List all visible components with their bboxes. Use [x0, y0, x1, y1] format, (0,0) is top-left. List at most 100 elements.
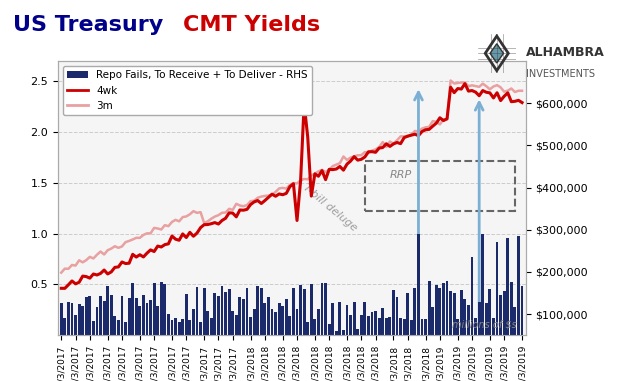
Bar	[88, 296, 91, 356]
Bar	[431, 307, 434, 356]
Bar	[60, 303, 63, 356]
Bar	[399, 319, 402, 356]
Bar	[513, 307, 517, 356]
Bar	[292, 288, 295, 356]
Bar	[135, 298, 138, 356]
Bar	[221, 286, 224, 356]
Bar	[310, 284, 313, 356]
Bar	[478, 302, 481, 356]
Bar	[99, 296, 102, 356]
Bar	[246, 288, 249, 356]
Bar	[274, 312, 277, 356]
Bar	[417, 234, 420, 356]
Bar	[74, 315, 77, 356]
Bar	[160, 282, 163, 356]
Bar	[96, 307, 99, 356]
Bar	[342, 330, 345, 356]
Bar	[171, 320, 174, 356]
Polygon shape	[490, 44, 504, 63]
Bar	[517, 236, 520, 356]
Bar	[228, 289, 231, 356]
Bar	[192, 309, 195, 356]
Bar	[460, 290, 463, 356]
Bar	[185, 294, 188, 356]
Bar	[113, 316, 116, 356]
Bar	[485, 303, 488, 356]
Bar	[224, 291, 227, 356]
Bar	[92, 321, 95, 356]
Text: INVESTMENTS: INVESTMENTS	[526, 69, 595, 78]
Bar	[117, 320, 120, 356]
Bar	[78, 304, 81, 356]
Bar	[420, 319, 424, 356]
Bar	[306, 322, 309, 356]
Bar	[424, 319, 427, 356]
Bar	[331, 303, 334, 356]
Bar	[199, 322, 202, 356]
Bar	[435, 285, 438, 356]
Bar	[499, 295, 502, 356]
Bar	[213, 293, 216, 356]
Bar	[338, 303, 341, 356]
Bar	[138, 306, 141, 356]
Bar	[153, 283, 156, 356]
Bar	[328, 325, 331, 356]
Bar	[317, 309, 320, 356]
Bar	[271, 309, 274, 356]
Bar	[356, 329, 359, 356]
Bar	[285, 299, 288, 356]
Bar	[470, 257, 474, 356]
Bar	[413, 288, 416, 356]
Bar	[395, 296, 399, 356]
Bar	[85, 297, 88, 356]
Bar	[149, 299, 152, 356]
Bar	[103, 301, 106, 356]
Bar	[242, 299, 245, 356]
Bar	[345, 305, 349, 356]
Bar	[456, 319, 459, 356]
Text: US Treasury: US Treasury	[13, 15, 171, 35]
Bar	[410, 320, 413, 356]
Bar	[495, 242, 499, 356]
Bar	[260, 288, 263, 356]
Bar	[449, 291, 452, 356]
Bar	[313, 319, 316, 356]
Bar	[463, 299, 466, 356]
Bar	[388, 317, 391, 356]
Bar	[370, 312, 374, 356]
Bar	[335, 331, 338, 356]
Bar	[467, 305, 470, 356]
Bar	[263, 303, 266, 356]
Legend: Repo Fails, To Receive + To Deliver - RHS, 4wk, 3m: Repo Fails, To Receive + To Deliver - RH…	[63, 66, 312, 115]
Bar	[281, 306, 284, 356]
Bar	[363, 303, 366, 356]
Bar	[406, 293, 409, 356]
Bar	[374, 311, 377, 356]
Bar	[203, 288, 206, 356]
Bar	[481, 234, 484, 356]
Bar	[349, 315, 352, 356]
Text: T-bill deluge: T-bill deluge	[301, 182, 359, 233]
Bar	[503, 291, 506, 356]
Bar	[324, 282, 327, 356]
Bar	[445, 281, 449, 356]
Bar	[196, 287, 199, 356]
Bar	[178, 322, 181, 356]
Bar	[442, 283, 445, 356]
Bar	[231, 311, 234, 356]
Text: millions of $s: millions of $s	[451, 320, 516, 330]
Bar	[181, 319, 184, 356]
Text: CMT Yields: CMT Yields	[183, 15, 320, 35]
Bar	[303, 289, 306, 356]
Text: ALHAMBRA: ALHAMBRA	[526, 46, 604, 59]
Bar	[299, 285, 302, 356]
Bar	[510, 282, 513, 356]
Bar	[206, 311, 209, 356]
Bar	[71, 303, 74, 356]
Text: RRP: RRP	[390, 170, 412, 180]
Bar	[163, 284, 166, 356]
Bar	[520, 286, 524, 356]
Bar	[235, 315, 238, 356]
Bar	[438, 288, 441, 356]
Bar	[392, 290, 395, 356]
